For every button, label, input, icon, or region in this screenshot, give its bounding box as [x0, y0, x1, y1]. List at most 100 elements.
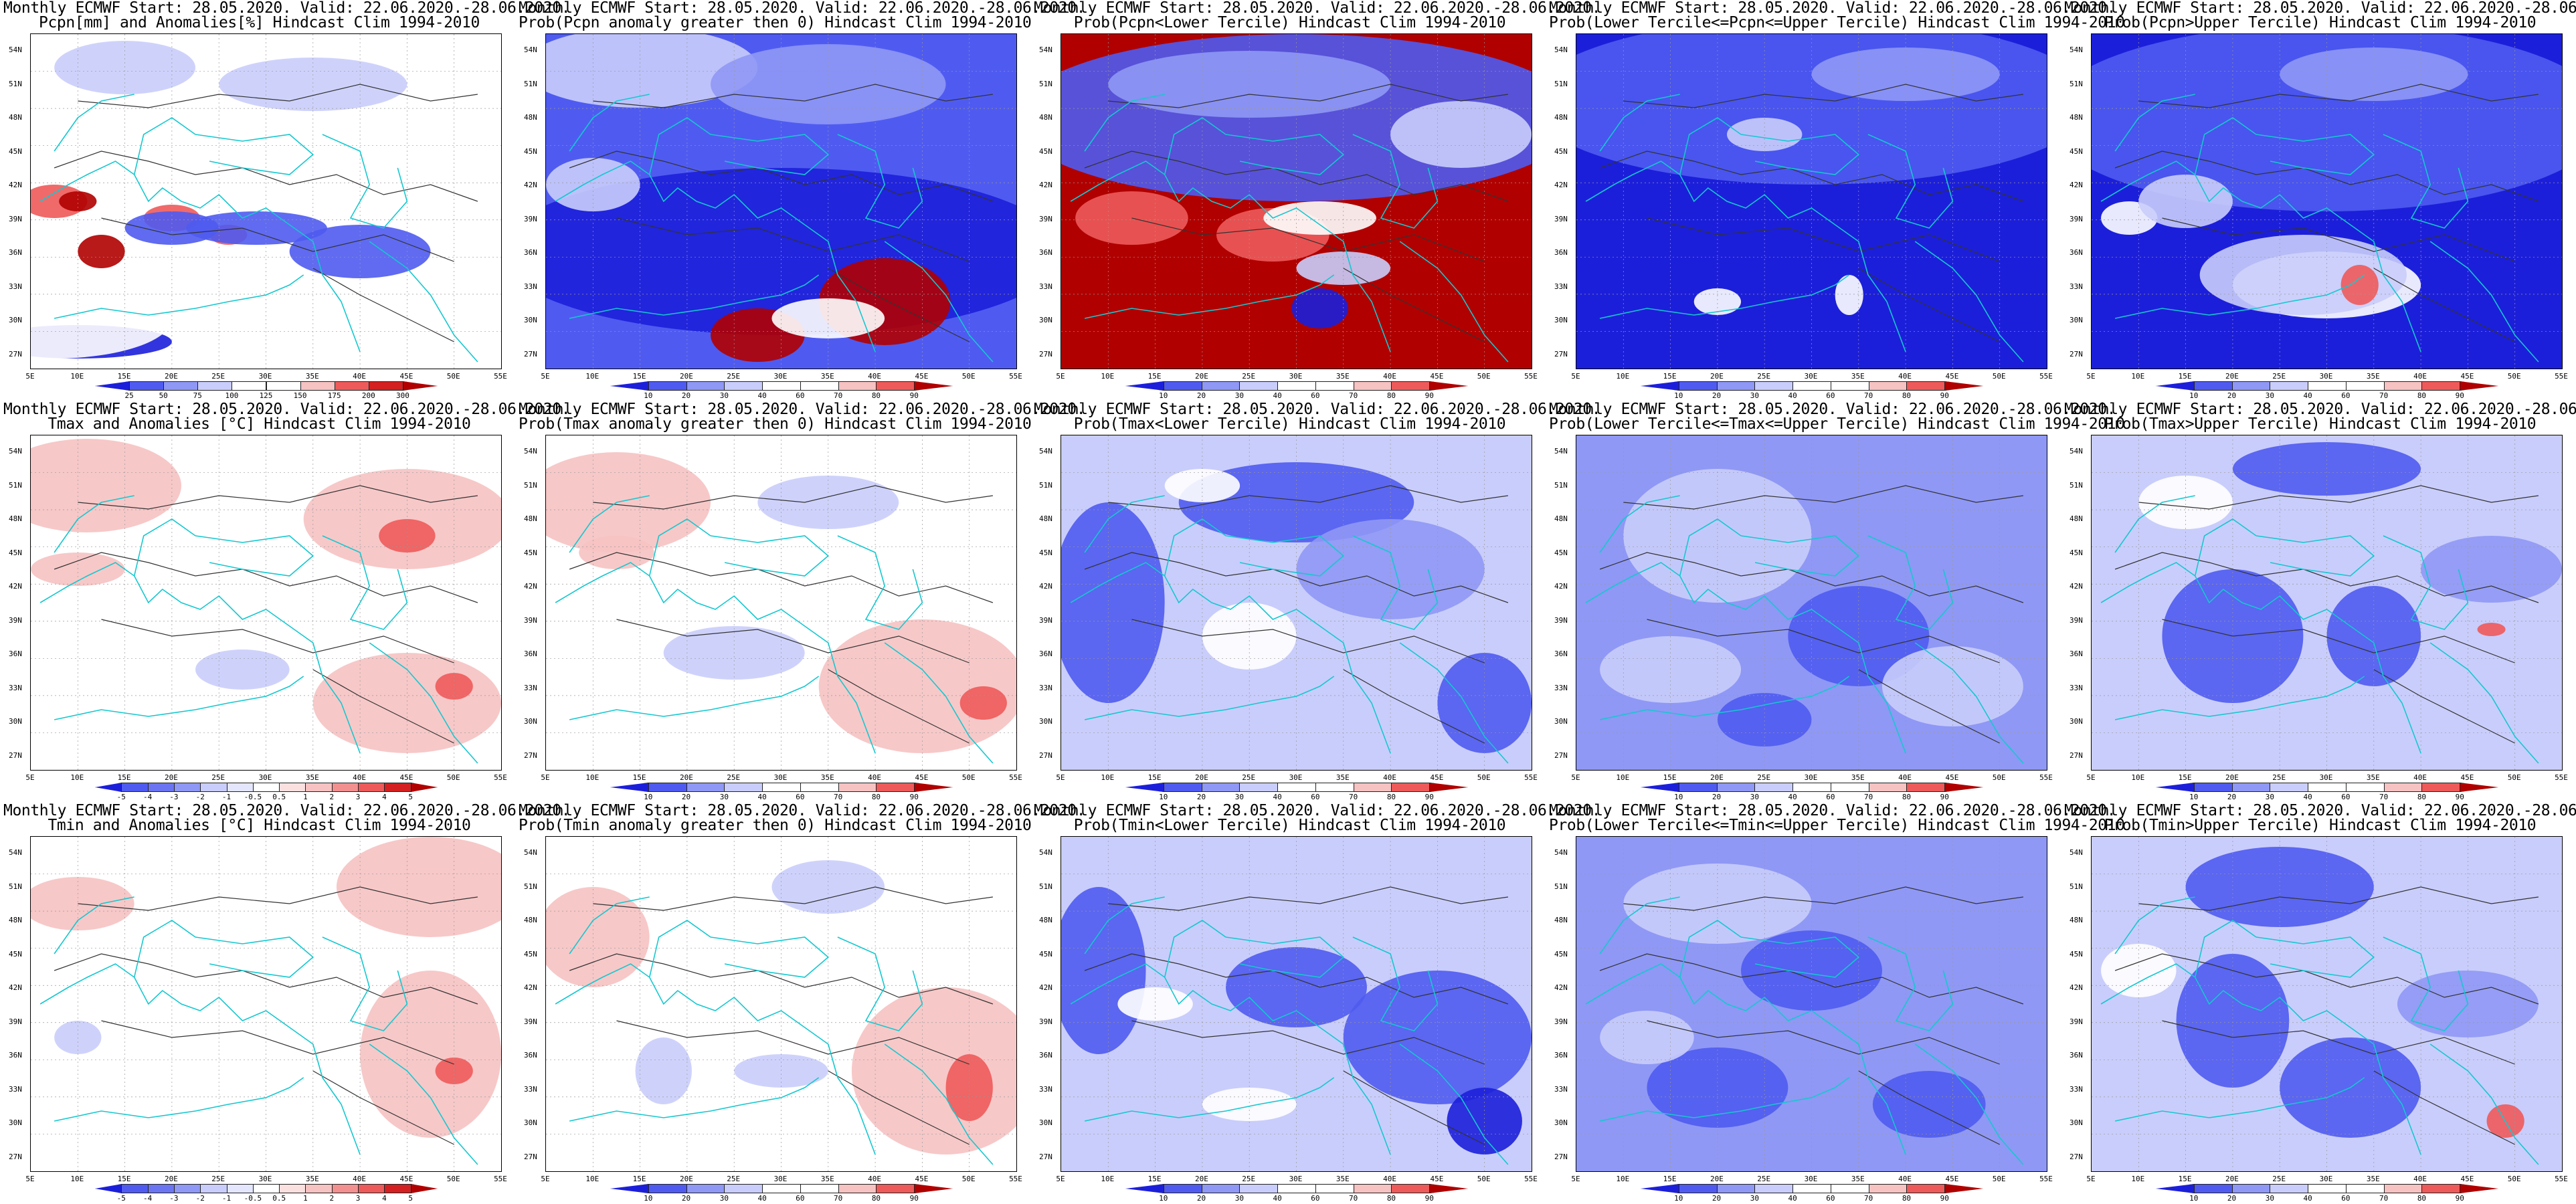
- panel-title-line2: Prob(Lower Tercile<=Pcpn<=Upper Tercile)…: [1549, 14, 2125, 31]
- colorbar-segment: [1641, 783, 1679, 792]
- colorbar: 10 20 30 40 60 70 80 90: [1125, 381, 1468, 400]
- coastline: [1084, 676, 1335, 720]
- lon-label: 35E: [1336, 773, 1350, 782]
- map-svg: [31, 837, 501, 1171]
- lon-label: 55E: [1524, 372, 1538, 381]
- coastline: [2114, 1077, 2365, 1122]
- lat-label: 33N: [1554, 683, 1568, 692]
- lat-label: 51N: [9, 882, 22, 891]
- colorbar-tick-label: 100: [225, 391, 239, 400]
- colorbar-tick-label: 90: [909, 1194, 919, 1203]
- lat-label: 51N: [1039, 480, 1052, 490]
- colorbar-tick-label: 40: [1273, 793, 1282, 801]
- colorbar-tick-label: 10: [2189, 1194, 2199, 1203]
- lon-label: 30E: [773, 372, 788, 381]
- colorbar-segment: [724, 783, 763, 792]
- colorbar-tick-label: 30: [719, 793, 729, 801]
- lat-label: 30N: [2069, 717, 2083, 726]
- colorbar-segment: [402, 381, 438, 391]
- anomaly-patch: [2421, 536, 2562, 603]
- colorbar-segment: [1429, 783, 1468, 792]
- colorbar-segment: [305, 1184, 333, 1193]
- panel-title-line1: Monthly ECMWF Start: 28.05.2020. Valid: …: [519, 0, 1086, 17]
- panel-title-line2: Prob(Pcpn anomaly greater then 0) Hindca…: [519, 14, 1032, 31]
- lat-label: 54N: [1554, 447, 1568, 456]
- lon-label: 20E: [679, 1175, 693, 1183]
- colorbar-tick-label: 90: [909, 793, 919, 801]
- map-svg: [2092, 34, 2562, 369]
- lon-label: 30E: [1804, 372, 1818, 381]
- lon-label: 45E: [1945, 1175, 1959, 1183]
- lat-label: 36N: [524, 248, 537, 257]
- colorbar-segment: [279, 783, 306, 792]
- colorbar-segment: [1906, 783, 1946, 792]
- coastline: [1914, 1043, 2024, 1165]
- colorbar-segment: [121, 1184, 149, 1193]
- coastline: [1585, 161, 1906, 353]
- colorbar-segment: [410, 783, 438, 792]
- colorbar-tick-label: 40: [757, 793, 767, 801]
- colorbar-segment: [1716, 783, 1756, 792]
- anomaly-patch: [1164, 469, 1240, 502]
- contour-line: [2138, 485, 2539, 510]
- coastline: [2194, 518, 2257, 577]
- lon-label: 20E: [1710, 1175, 1724, 1183]
- lon-label: 30E: [2319, 773, 2333, 782]
- lat-label: 30N: [9, 717, 22, 726]
- contour-line: [78, 84, 478, 108]
- map-svg: [546, 837, 1016, 1171]
- lat-label: 36N: [1554, 248, 1568, 257]
- contour-line: [2162, 1020, 2515, 1065]
- coastline: [369, 1043, 478, 1165]
- coastline: [2100, 963, 2421, 1155]
- lat-label: 54N: [1554, 848, 1568, 857]
- colorbar-tick-label: 90: [2455, 391, 2464, 400]
- coastline: [555, 161, 876, 353]
- colorbar-tick-label: 30: [1750, 391, 1759, 400]
- coastline: [322, 936, 408, 1031]
- lat-label: 42N: [1554, 181, 1568, 189]
- lon-label: 55E: [2039, 1175, 2053, 1183]
- anomaly-patch: [2138, 476, 2233, 529]
- lat-label: 42N: [1039, 983, 1052, 992]
- colorbar-tick-label: -1: [221, 793, 232, 801]
- colorbar-tick-label: -1: [221, 1194, 232, 1203]
- coastline: [1225, 535, 1345, 577]
- lon-label: 50E: [1477, 372, 1491, 381]
- coastline: [1070, 562, 1391, 754]
- lat-label: 42N: [2069, 582, 2083, 591]
- lon-label: 10E: [585, 1175, 600, 1183]
- colorbar-segment: [1792, 381, 1831, 391]
- anomaly-patch: [1600, 1011, 1694, 1064]
- colorbar-segment: [2193, 1184, 2233, 1193]
- coastline: [133, 518, 196, 577]
- colorbar-segment: [1830, 381, 1869, 391]
- coastline: [555, 562, 876, 754]
- colorbar-tick-label: 60: [1311, 793, 1320, 801]
- panel-title-line1: Monthly ECMWF Start: 28.05.2020. Valid: …: [2064, 802, 2576, 819]
- panel-title-line2: Prob(Tmin>Upper Tercile) Hindcast Clim 1…: [2104, 817, 2537, 834]
- colorbar-tick-label: 20: [2227, 793, 2237, 801]
- lon-label: 40E: [1898, 773, 1912, 782]
- lon-label: 40E: [1383, 1175, 1397, 1183]
- anomaly-patch: [546, 34, 758, 108]
- coastline: [569, 1077, 820, 1122]
- map-panel: Monthly ECMWF Start: 28.05.2020. Valid: …: [519, 803, 1086, 1204]
- lon-label: 5E: [2086, 372, 2096, 381]
- lon-label: 25E: [727, 1175, 741, 1183]
- contour-line: [569, 552, 994, 603]
- lat-label: 45N: [524, 548, 537, 557]
- coastline: [1084, 1077, 1335, 1122]
- colorbar-tick-label: 90: [1940, 793, 1949, 801]
- contour-line: [1858, 268, 2000, 342]
- lat-label: 48N: [2069, 514, 2083, 523]
- panel-title-line1: Monthly ECMWF Start: 28.05.2020. Valid: …: [1549, 0, 2116, 17]
- colorbar-segment: [252, 783, 280, 792]
- lon-label: 30E: [2319, 1175, 2333, 1183]
- coastline: [1585, 562, 1906, 754]
- colorbar-tick-label: 70: [1349, 391, 1358, 400]
- coastline: [1399, 241, 1509, 363]
- colorbar-segment: [2270, 783, 2309, 792]
- coastline: [2114, 274, 2365, 319]
- contour-line: [1084, 953, 1509, 1005]
